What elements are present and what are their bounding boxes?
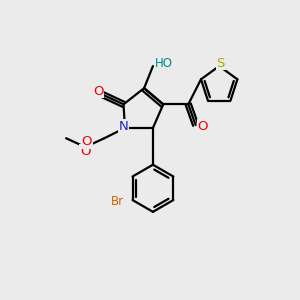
Text: HO: HO	[154, 57, 172, 70]
Text: O: O	[81, 135, 92, 148]
Text: Br: Br	[111, 195, 124, 208]
Text: O: O	[198, 120, 208, 133]
Text: O: O	[93, 85, 104, 98]
Text: S: S	[217, 57, 225, 70]
Text: O: O	[80, 145, 91, 158]
Text: N: N	[118, 120, 128, 133]
